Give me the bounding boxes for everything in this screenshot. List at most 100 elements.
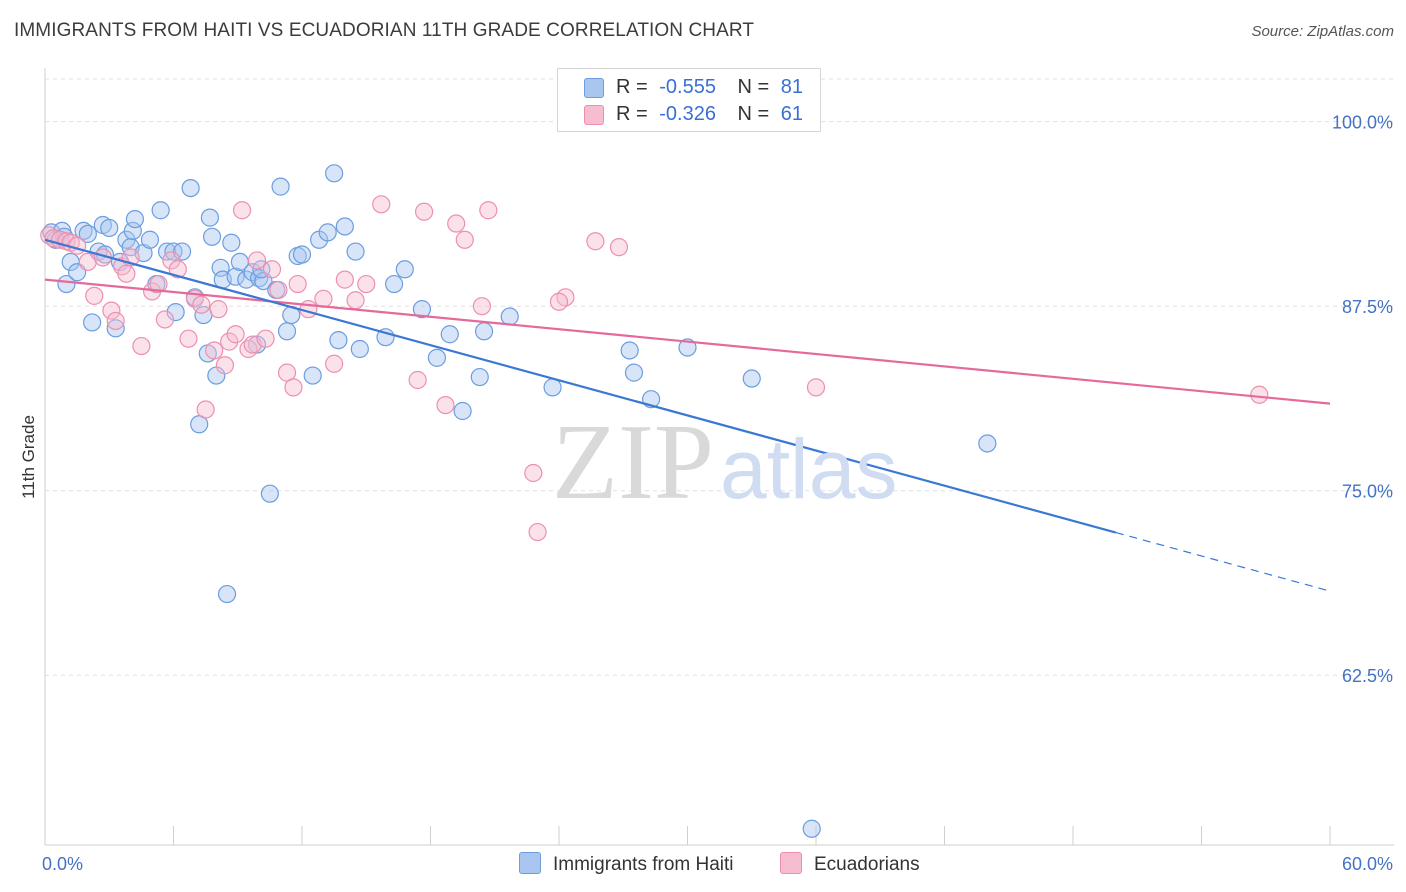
ecuador-point: [102, 301, 121, 320]
source-credit: Source: ZipAtlas.com: [1251, 23, 1394, 40]
ecuador-point: [436, 395, 455, 415]
haiti-trend-line-extension: [1115, 531, 1331, 592]
ecuador-point: [455, 230, 474, 249]
haiti-point: [395, 260, 414, 279]
ecuador-point: [269, 280, 288, 300]
chart-title: IMMIGRANTS FROM HAITI VS ECUADORIAN 11TH…: [14, 20, 755, 41]
haiti-point: [500, 307, 519, 326]
haiti-point: [325, 164, 344, 183]
haiti-point: [271, 177, 290, 196]
ecuador-point: [179, 329, 198, 348]
r-value: -0.555: [659, 76, 716, 98]
n-value: 81: [780, 76, 804, 98]
ecuador-point: [220, 332, 239, 351]
ecuador-trend-line: [44, 278, 1331, 405]
ecuador-point: [226, 325, 245, 344]
haiti-point: [200, 208, 220, 227]
r-value: -0.326: [659, 103, 716, 125]
ecuador-point: [155, 310, 175, 329]
ecuador-point: [117, 264, 136, 283]
ecuador-point: [256, 329, 275, 348]
legend-text-haiti: R = -0.555 N = 81: [616, 76, 803, 99]
haiti-point: [303, 366, 322, 385]
haiti-point: [166, 302, 185, 322]
ecuador-point: [262, 260, 282, 279]
haiti-point: [226, 267, 245, 286]
watermark-atlas: atlas: [720, 422, 898, 516]
haiti-point: [83, 313, 102, 332]
ecuador-point: [472, 297, 491, 316]
ecuador-legend-label: Ecuadorians: [814, 854, 920, 875]
ecuador-point: [85, 286, 104, 305]
ecuador-point: [1250, 385, 1269, 404]
ecuador-point: [196, 400, 215, 419]
n-label: N =: [737, 76, 770, 98]
ecuador-point: [132, 336, 151, 356]
haiti-point: [335, 217, 354, 236]
ecuador-point: [414, 202, 434, 221]
x-tick-label: 60.0%: [1342, 854, 1393, 874]
ecuador-point: [288, 274, 307, 294]
haiti-point: [346, 242, 365, 261]
r-label: R =: [616, 103, 648, 125]
ecuador-point: [524, 463, 543, 483]
haiti-point: [329, 331, 348, 350]
ecuador-point: [149, 274, 168, 294]
haiti-point: [157, 242, 177, 261]
grid-layer: [45, 78, 1394, 676]
axis-labels: 100.0% 87.5% 75.0% 62.5% 0.0% 60.0% 11th Grade: [19, 113, 1393, 874]
ecuador-point: [372, 195, 391, 214]
haiti-point: [260, 484, 279, 503]
ecuador-point: [806, 378, 826, 397]
haiti-point: [440, 325, 459, 344]
watermark-zip: ZIP: [552, 403, 714, 522]
ecuador-point: [106, 311, 125, 331]
haiti-point: [453, 401, 472, 421]
bottom-legend-ecuador: Ecuadorians: [780, 852, 920, 876]
axes-layer: [44, 68, 1394, 846]
haiti-point: [277, 322, 297, 341]
ecuador-point: [209, 300, 228, 319]
haiti-trend-line: [44, 238, 1117, 534]
haiti-point: [57, 274, 76, 294]
ecuador-point: [284, 378, 303, 397]
haiti-point: [350, 339, 369, 359]
ecuador-point: [68, 236, 87, 255]
haiti-point: [181, 178, 200, 198]
haiti-point: [123, 221, 142, 241]
bottom-legend-haiti: Immigrants from Haiti: [519, 852, 734, 876]
haiti-point: [802, 819, 821, 838]
y-tick-label: 100.0%: [1332, 113, 1393, 133]
legend-text-ecuador: R = -0.326 N = 61: [616, 103, 803, 126]
ecuador-point: [609, 238, 629, 257]
haiti-point: [742, 369, 761, 388]
haiti-legend-swatch: [519, 852, 541, 874]
ecuador-point: [232, 201, 252, 220]
haiti-point: [252, 260, 271, 279]
haiti-point: [624, 363, 644, 382]
ecuador-point: [408, 370, 427, 390]
haiti-swatch: [584, 78, 604, 98]
haiti-point: [78, 224, 97, 243]
haiti-point: [384, 274, 404, 294]
ecuador-point: [447, 214, 466, 233]
haiti-point: [151, 201, 170, 220]
haiti-point: [125, 209, 145, 229]
ecuador-point: [479, 201, 498, 220]
ecuador-point: [528, 522, 547, 542]
haiti-point: [106, 319, 125, 338]
haiti-point: [100, 218, 119, 238]
haiti-point: [222, 233, 241, 252]
haiti-point: [211, 258, 230, 277]
n-label: N =: [737, 103, 770, 125]
ecuador-point: [168, 260, 187, 279]
haiti-point: [217, 584, 237, 604]
y-tick-label: 87.5%: [1342, 297, 1393, 317]
ecuador-swatch: [584, 105, 604, 125]
ecuador-point: [314, 289, 333, 308]
ecuador-legend-swatch: [780, 852, 802, 874]
trend-lines: [44, 238, 1331, 592]
haiti-point: [202, 227, 222, 246]
haiti-point: [474, 322, 494, 341]
